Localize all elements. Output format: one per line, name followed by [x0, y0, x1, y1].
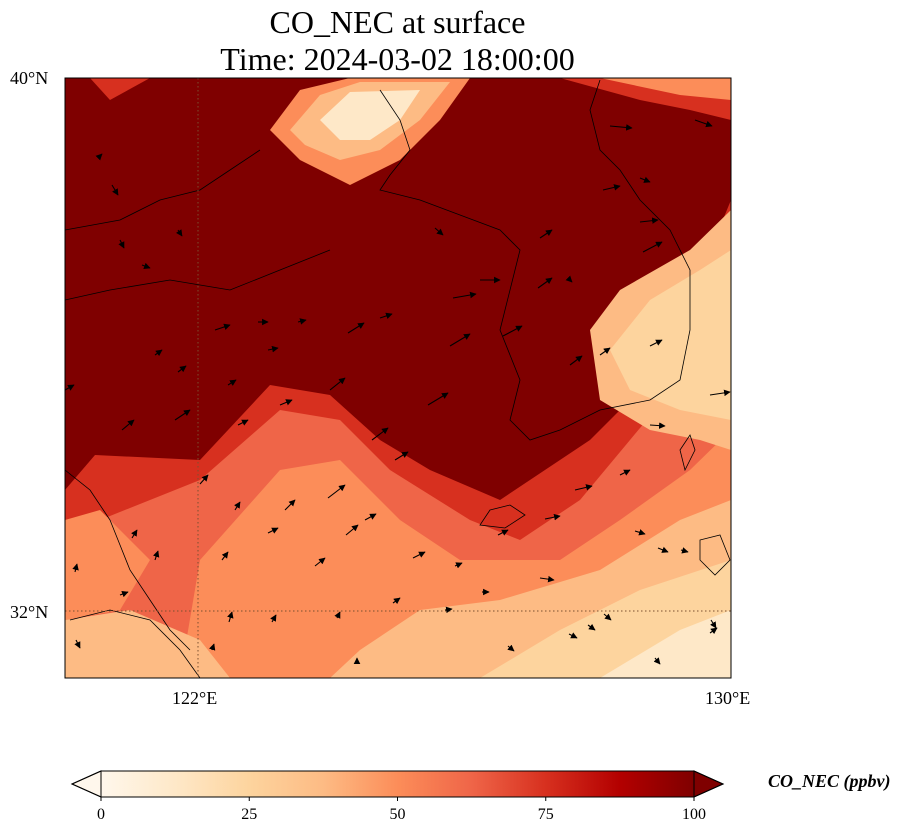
wind-arrow: [270, 614, 277, 623]
wind-arrow: [175, 229, 183, 237]
wind-arrow: [284, 499, 296, 511]
coastlines: [65, 79, 731, 678]
wind-arrow: [427, 392, 449, 406]
wind-arrow: [221, 551, 229, 561]
wind-arrow: [639, 217, 659, 224]
wind-arrow: [392, 597, 401, 605]
wind-arrow: [657, 546, 669, 553]
wind-arrow: [329, 377, 346, 391]
wind-arrow: [118, 239, 125, 249]
wind-arrow: [208, 643, 216, 651]
wind-arrow: [574, 484, 593, 491]
wind-arrow: [709, 627, 718, 635]
wind-arrow: [444, 606, 453, 614]
wind-arrow: [569, 355, 583, 366]
wind-arrow: [709, 389, 731, 397]
wind-arrow: [154, 349, 163, 357]
wind-arrow: [539, 229, 553, 239]
wind-arrow: [537, 277, 553, 289]
wind-arrow: [587, 623, 596, 631]
wind-arrow: [452, 291, 477, 299]
wind-arrow: [434, 227, 444, 236]
lat-tick-label-32n: 32°N: [10, 602, 49, 622]
wind-arrow: [599, 347, 611, 356]
wind-arrow: [347, 322, 365, 334]
wind-arrow: [234, 501, 241, 511]
wind-arrow: [237, 419, 249, 426]
wind-arrow: [141, 262, 151, 270]
wind-arrow: [602, 184, 621, 191]
wind-arrow: [177, 365, 187, 373]
wind-arrow: [267, 345, 279, 353]
colorbar-tick-label: 75: [537, 806, 554, 823]
wind-arrow: [502, 325, 523, 337]
wind-arrow: [279, 399, 293, 406]
wind-arrow: [152, 550, 160, 561]
wind-arrow: [74, 639, 81, 649]
wind-arrow: [454, 562, 463, 569]
wind-arrow: [565, 275, 573, 283]
lon-tick-label-122e: 122°E: [172, 688, 218, 708]
wind-arrow: [609, 124, 633, 131]
colorbar-label: CO_NEC (ppbv): [768, 771, 891, 791]
wind-arrow: [649, 339, 663, 347]
wind-arrow: [603, 613, 612, 621]
wind-arrow: [653, 657, 661, 665]
wind-arrow: [539, 575, 555, 583]
wind-arrow: [199, 474, 209, 485]
wind-arrow: [111, 184, 119, 196]
wind-arrow: [379, 312, 393, 320]
wind-arrow: [680, 547, 689, 554]
wind-arrow: [710, 619, 717, 629]
wind-arrow: [649, 422, 666, 429]
wind-arrow: [394, 451, 409, 461]
wind-arrow: [449, 333, 471, 347]
wind-arrow: [297, 318, 307, 325]
wind-arrow: [334, 611, 341, 619]
wind-arrow: [95, 153, 103, 161]
wind-arrow: [345, 524, 359, 536]
wind-arrow: [642, 241, 663, 253]
map-timestamp: Time: 2024-03-02 18:00:00: [220, 41, 575, 77]
wind-arrow: [497, 529, 509, 536]
wind-arrow: [314, 557, 326, 567]
wind-arrow: [412, 551, 426, 559]
map-title: CO_NEC at surface: [269, 4, 526, 40]
lat-tick-label-40n: 40°N: [10, 68, 49, 88]
wind-arrow: [65, 384, 75, 391]
lon-tick-label-130e: 130°E: [705, 688, 751, 708]
wind-arrow: [131, 529, 138, 539]
wind-arrow: [634, 529, 646, 536]
colorbar-tick-label: 25: [241, 806, 258, 823]
map-frame: [64, 77, 732, 679]
wind-arrow: [121, 419, 135, 431]
wind-arrow: [327, 484, 346, 499]
wind-arrow: [227, 379, 237, 386]
wind-vectors: [65, 119, 731, 665]
wind-arrow: [544, 513, 561, 521]
wind-arrow: [72, 563, 79, 573]
wind-arrow: [371, 427, 389, 441]
colorbar-tick-label: 100: [682, 806, 706, 823]
wind-arrow: [267, 527, 279, 534]
wind-arrow: [694, 119, 713, 128]
concentration-field: [65, 78, 731, 678]
wind-arrow: [619, 469, 631, 476]
wind-arrow: [227, 611, 234, 623]
wind-arrow: [214, 323, 231, 331]
wind-arrow: [507, 644, 515, 652]
wind-arrow: [568, 632, 578, 639]
wind-arrow: [174, 409, 191, 421]
colorbar-tick-label: 50: [389, 806, 406, 823]
wind-arrow: [119, 590, 129, 598]
wind-arrow: [639, 176, 651, 183]
wind-arrow: [364, 513, 377, 521]
colorbar-tick-label: 0: [97, 806, 105, 823]
